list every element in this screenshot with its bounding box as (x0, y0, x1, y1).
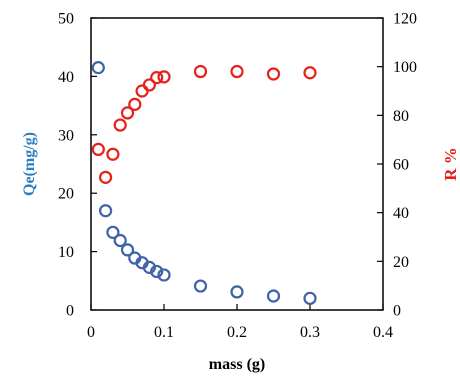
y-right-tick-label: 40 (393, 205, 409, 222)
y-left-tick-label: 40 (58, 69, 74, 86)
removal-percent-point (142, 78, 156, 92)
y-right-tick-label: 120 (393, 11, 417, 28)
x-tick-label: 0.2 (227, 324, 247, 341)
x-tick-label: 0.3 (300, 324, 320, 341)
removal-percent-point (135, 84, 149, 98)
qe-point (113, 233, 127, 248)
plot-frame (90, 17, 384, 311)
removal-percent-point (230, 64, 244, 79)
qe-point (120, 243, 135, 257)
right-axis-title: R % (441, 147, 460, 181)
qe-point (106, 225, 120, 239)
left-axis-title: Qe(mg/g) (21, 132, 38, 196)
y-right-tick-label: 80 (393, 108, 409, 125)
removal-percent-point (120, 106, 135, 120)
removal-percent-point (150, 71, 164, 85)
data-points (91, 61, 317, 305)
y-left-tick-label: 0 (66, 303, 74, 320)
axis-ticks (90, 17, 384, 311)
x-tick-label: 0.1 (154, 324, 174, 341)
removal-percent-point (91, 142, 105, 156)
removal-percent-point (303, 66, 317, 80)
removal-percent-point (128, 97, 142, 111)
removal-percent-point (113, 118, 127, 132)
x-tick-label: 0 (87, 324, 95, 341)
qe-point (193, 279, 208, 293)
qe-point (157, 268, 171, 282)
qe-point (266, 289, 281, 303)
removal-percent-point (266, 67, 281, 81)
qe-point (303, 291, 317, 305)
y-left-tick-label: 30 (58, 127, 74, 144)
y-left-tick-label: 50 (58, 11, 74, 28)
y-left-tick-label: 10 (58, 244, 74, 261)
removal-percent-point (98, 170, 113, 184)
qe-point (230, 285, 244, 299)
y-right-tick-label: 0 (393, 303, 401, 320)
qe-point (150, 264, 164, 279)
x-axis-title: mass (g) (209, 356, 265, 373)
y-right-tick-label: 100 (393, 59, 417, 76)
qe-point (91, 61, 105, 75)
removal-percent-point (193, 64, 208, 79)
y-right-tick-label: 20 (393, 254, 409, 271)
removal-percent-point (157, 70, 171, 84)
y-right-tick-label: 60 (393, 157, 409, 174)
x-tick-label: 0.4 (373, 324, 393, 341)
removal-percent-point (106, 147, 120, 161)
qe-point (98, 204, 113, 218)
y-left-tick-label: 20 (58, 186, 74, 203)
